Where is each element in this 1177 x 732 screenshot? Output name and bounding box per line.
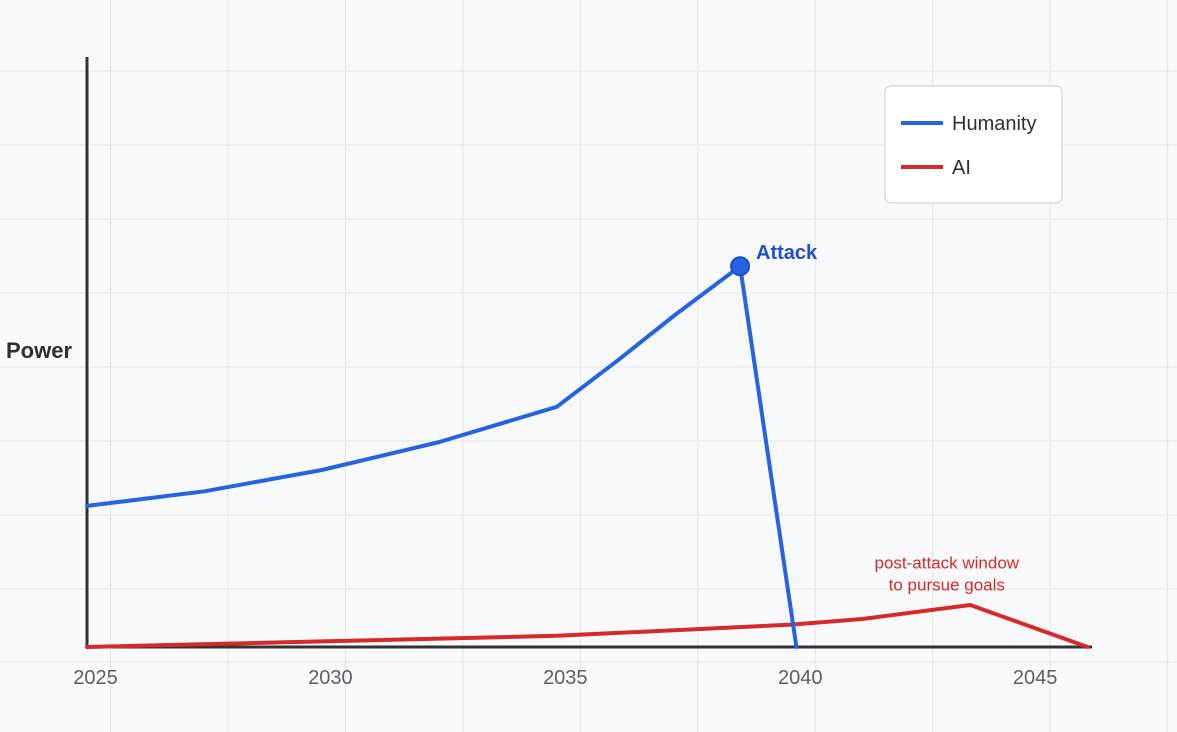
x-tick-label: 2030 [308,667,353,689]
x-tick-label: 2040 [778,667,823,689]
annotation-line: post-attack window [874,554,1019,573]
series-line-humanity [85,264,799,649]
x-tick-label: 2045 [1013,667,1058,689]
series-line-ai [85,603,1090,649]
series-lines [85,264,1090,649]
y-axis-label: Power [6,338,72,363]
axes [85,57,1092,649]
attack-label: Attack [756,242,818,264]
x-axis-ticks: 2025 2030 2035 2040 2045 [73,667,1057,689]
annotation-line: to pursue goals [889,576,1005,595]
legend: Humanity AI [884,85,1063,204]
attack-marker [730,256,751,277]
markers: Attack [730,242,818,277]
annotations: post-attack window to pursue goals [874,554,1019,595]
x-tick-label: 2035 [543,667,588,689]
x-tick-label: 2025 [73,667,118,689]
legend-label-humanity: Humanity [952,113,1036,135]
legend-label-ai: AI [952,157,971,179]
legend-box [884,85,1063,204]
